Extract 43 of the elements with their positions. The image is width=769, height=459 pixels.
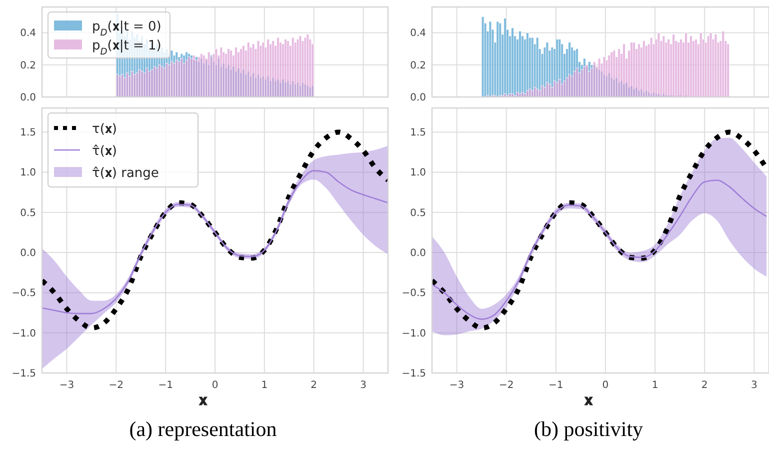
y-tick-label: 0.5 bbox=[410, 208, 426, 219]
y-tick-label: 0.2 bbox=[410, 60, 426, 72]
y-tick-label: 1.5 bbox=[410, 128, 426, 139]
y-tick-label: 0.4 bbox=[20, 28, 36, 40]
y-tick-label: −1.5 bbox=[12, 368, 36, 380]
x-tick-label: −2 bbox=[498, 380, 514, 391]
y-tick-label: 1.0 bbox=[20, 168, 36, 179]
annotation: τ̂(𝐱) range bbox=[92, 166, 159, 181]
x-tick-label: 3 bbox=[360, 380, 366, 391]
x-tick-label: −1 bbox=[548, 380, 564, 391]
x-tick-label: −3 bbox=[59, 380, 74, 391]
y-tick-label: −1.5 bbox=[402, 368, 426, 380]
x-tick-label: 1 bbox=[261, 380, 268, 391]
y-tick-label: 0.0 bbox=[20, 92, 36, 104]
x-tick-label: −2 bbox=[108, 380, 124, 391]
legend-label: τ̂(𝐱) bbox=[92, 144, 117, 159]
x-tick-label: −1 bbox=[158, 380, 173, 391]
y-tick-label: −0.5 bbox=[402, 288, 426, 300]
y-tick-label: 0.0 bbox=[410, 92, 426, 104]
x-tick-label: 2 bbox=[310, 380, 318, 391]
y-tick-label: 1.0 bbox=[410, 168, 426, 179]
y-tick-label: −1.0 bbox=[12, 328, 36, 340]
x-tick-label: 1 bbox=[652, 380, 658, 391]
legend-label: p$_{D}$(𝐱|t = 0) bbox=[92, 20, 162, 38]
legend-label: τ(𝐱) bbox=[92, 122, 117, 137]
y-tick-label: 1.5 bbox=[20, 128, 36, 139]
x-tick-label: 0 bbox=[602, 380, 609, 391]
x-axis-title: 𝐱 bbox=[584, 391, 594, 409]
x-tick-label: 2 bbox=[701, 380, 708, 391]
x-axis-title: 𝐱 bbox=[198, 391, 208, 409]
legend-label: p$_{D}$(𝐱|t = 1) bbox=[92, 38, 162, 58]
x-tick-label: −3 bbox=[449, 380, 464, 391]
y-tick-label: 0.5 bbox=[20, 208, 36, 219]
y-tick-label: 0.4 bbox=[410, 28, 426, 40]
x-tick-label: 0 bbox=[212, 380, 218, 391]
text: (b) positivity bbox=[534, 417, 644, 441]
y-tick-label: 0.2 bbox=[20, 60, 36, 72]
y-tick-label: 0.0 bbox=[410, 248, 426, 260]
y-tick-label: 0.0 bbox=[20, 248, 36, 260]
text: (a) representation bbox=[129, 417, 278, 441]
y-tick-label: −1.0 bbox=[402, 328, 426, 340]
x-tick-label: 3 bbox=[750, 380, 758, 391]
y-tick-label: −0.5 bbox=[12, 288, 36, 300]
